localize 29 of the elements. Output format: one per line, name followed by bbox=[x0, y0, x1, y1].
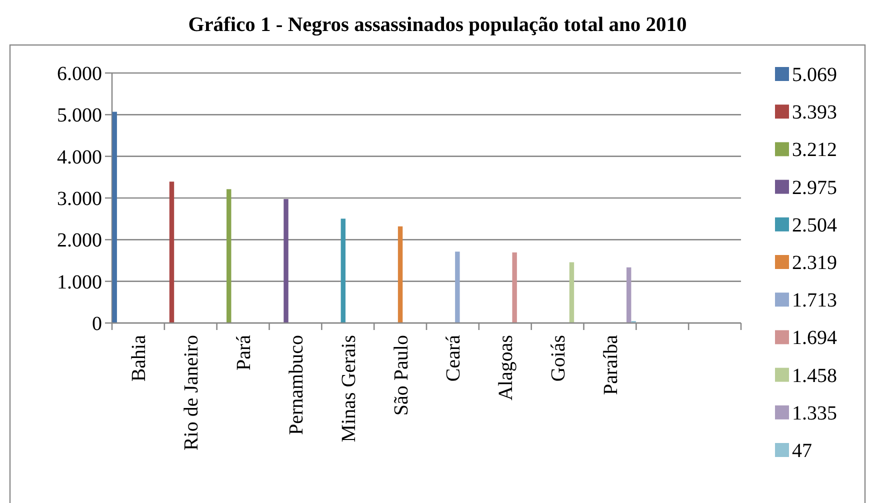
x-tick-label: Pernambuco bbox=[285, 335, 308, 435]
x-tick-label: Pará bbox=[233, 334, 256, 371]
x-tick-label: São Paulo bbox=[390, 335, 412, 416]
x-tick-label: Ceará bbox=[442, 334, 465, 382]
y-tick-label: 2.000 bbox=[57, 230, 102, 252]
legend-label: 5.069 bbox=[792, 64, 837, 86]
x-tick-label: Rio de Janeiro bbox=[180, 335, 203, 451]
legend-label: 3.393 bbox=[792, 102, 837, 124]
x-tick-label: Paraíba bbox=[600, 334, 622, 395]
legend-label: 3.212 bbox=[792, 139, 837, 162]
x-tick-label: Alagoas bbox=[495, 334, 518, 401]
legend-label: 1.713 bbox=[792, 290, 837, 312]
legend-label: 1.335 bbox=[792, 402, 837, 424]
legend-label: 2.504 bbox=[792, 214, 837, 236]
legend-label: 1.458 bbox=[792, 364, 837, 387]
legend-label: 1.694 bbox=[792, 327, 837, 350]
y-tick-label: 0 bbox=[92, 313, 102, 335]
legend-label: 47 bbox=[792, 440, 812, 462]
chart-title: Gráfico 1 - Negros assassinados população total ano 2010 bbox=[188, 14, 687, 36]
x-tick-label: Bahia bbox=[128, 334, 150, 382]
y-tick-label: 3.000 bbox=[57, 188, 102, 210]
y-tick-label: 4.000 bbox=[57, 146, 102, 168]
y-tick-label: 6.000 bbox=[57, 63, 102, 85]
y-tick-label: 1.000 bbox=[57, 271, 102, 294]
x-tick-label: Goiás bbox=[548, 334, 570, 382]
y-tick-label: 5.000 bbox=[57, 104, 102, 127]
legend-label: 2.975 bbox=[792, 176, 837, 199]
x-tick-label: Minas Gerais bbox=[338, 334, 360, 442]
legend-label: 2.319 bbox=[792, 252, 837, 274]
